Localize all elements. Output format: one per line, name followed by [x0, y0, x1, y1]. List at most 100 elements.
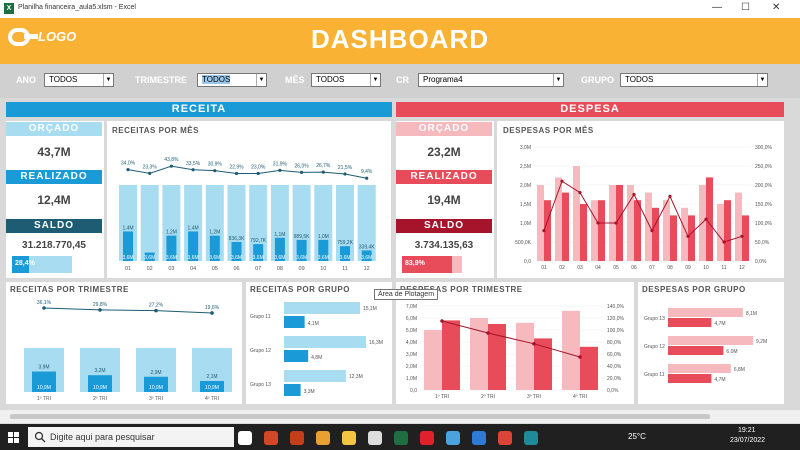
pct-point [542, 229, 546, 233]
x-tick-label: 4º TRI [573, 394, 587, 400]
realizado-label: 4,7M [714, 377, 725, 383]
pct-label: 21,5% [338, 165, 353, 171]
powerpoint-icon[interactable] [290, 431, 304, 445]
pct-point [740, 234, 744, 238]
filter-cr-select[interactable]: Programa4 ▼ [418, 73, 564, 87]
realizado-bar [634, 200, 641, 261]
pct-point [578, 191, 582, 195]
x-tick-label: 01 [125, 266, 131, 272]
file-icon[interactable] [316, 431, 330, 445]
excel-icon[interactable] [394, 431, 408, 445]
horizontal-scrollbar[interactable] [0, 410, 800, 423]
x-tick-label: 02 [147, 266, 153, 272]
chevron-down-icon: ▼ [757, 74, 767, 86]
realizado-bar [670, 215, 677, 261]
x-tick-label: 07 [649, 265, 655, 271]
chevron-down-icon: ▼ [370, 74, 380, 86]
x-tick-label: 09 [299, 266, 305, 272]
realizado-label: 2,1M [206, 374, 217, 380]
orcado-bar [424, 330, 442, 390]
minimize-button[interactable]: — [712, 2, 722, 13]
pct-point [486, 331, 490, 335]
despesa-progress-fill [402, 256, 453, 273]
browser-icon[interactable] [472, 431, 486, 445]
orcado-bar [249, 185, 268, 261]
folder-icon[interactable] [342, 431, 356, 445]
orcado-bar [591, 200, 598, 261]
receitas-grupo-chart: Grupo 11 15,1M 4,1M Grupo 12 16,3M 4,8M Grupo … [250, 302, 383, 396]
x-tick-label: 06 [631, 265, 637, 271]
close-button[interactable]: ✕ [772, 2, 781, 13]
receitas-grupo-title: RECEITAS POR GRUPO [250, 285, 350, 294]
realizado-bar [742, 215, 749, 261]
despesas-tri-title: DESPESAS POR TRIMESTRE [400, 285, 523, 294]
x-tick-label: 06 [233, 266, 239, 272]
orcado-bar [717, 204, 724, 261]
realizado-bar [166, 235, 177, 261]
y-tick-label: 3,0M [406, 352, 417, 358]
camera-icon[interactable] [368, 431, 382, 445]
realizado-bar [274, 237, 285, 261]
realizado-bar [598, 200, 605, 261]
y2-tick-label: 250,0% [755, 164, 773, 170]
pct-label: 22,9% [229, 164, 244, 170]
task-view-icon[interactable] [238, 431, 252, 445]
windows-start-icon[interactable] [8, 431, 20, 443]
powerpoint-icon[interactable] [264, 431, 278, 445]
bar-label: 3,6M [318, 255, 329, 261]
realizado-bar [361, 250, 372, 261]
x-tick-label: 08 [667, 265, 673, 271]
realizado-bar [668, 346, 724, 355]
weather-temp: 25°C [628, 432, 646, 441]
receita-realizado-value: 12,4M [37, 193, 71, 207]
orcado-bar [357, 185, 376, 261]
orcado-bar [668, 336, 753, 345]
filter-ano-select[interactable]: TODOS ▼ [44, 73, 114, 87]
pct-point [234, 171, 239, 176]
realizado-bar [706, 177, 713, 261]
y2-tick-label: 80,0% [607, 340, 622, 346]
chart-tooltip: Área de Plotagem [374, 289, 439, 300]
paint-icon[interactable] [446, 431, 460, 445]
realizado-bar [340, 246, 350, 261]
chrome-icon[interactable] [498, 431, 512, 445]
x-tick-label: 12 [739, 265, 745, 271]
filter-mes-select[interactable]: TODOS ▼ [311, 73, 381, 87]
opera-icon[interactable] [420, 431, 434, 445]
y-tick-label: 0,0 [524, 259, 531, 265]
x-tick-label: 1º TRI [37, 396, 51, 402]
y2-tick-label: 0,0% [755, 259, 767, 265]
realizado-bar [616, 185, 623, 261]
taskbar-search-input[interactable]: Digite aqui para pesquisar [28, 427, 234, 447]
pct-point [632, 192, 636, 197]
pct-line [441, 320, 581, 358]
maximize-button[interactable]: ☐ [741, 2, 750, 13]
pct-label: 27,2% [149, 303, 164, 309]
despesa-section-header: DESPESA [396, 102, 784, 117]
y2-tick-label: 150,0% [755, 202, 773, 208]
filter-trimestre-select[interactable]: TODOS ▼ [197, 73, 267, 87]
y2-tick-label: 0,0% [607, 388, 619, 394]
x-tick-label: 1º TRI [435, 394, 449, 400]
pct-point [154, 308, 158, 313]
realizado-bar [200, 380, 224, 392]
orcado-bar [284, 336, 366, 348]
y-tick-label: 3,0M [520, 145, 531, 151]
realizado-bar [284, 350, 309, 362]
realizado-label: 759,2K [337, 240, 354, 246]
despesa-realizado-label: REALIZADO [396, 170, 492, 184]
y-tick-label: 1,5M [520, 202, 531, 208]
pct-label: 23,3% [143, 164, 158, 170]
pct-label: 26,0% [295, 163, 310, 169]
realizado-label: 339,4K [359, 244, 376, 250]
y-tick-label: Grupo 11 [644, 372, 665, 378]
excel-icon: X [4, 3, 14, 14]
orcado-bar [140, 185, 159, 261]
despesa-saldo-value: 3.734.135,63 [414, 240, 474, 251]
filter-grupo-select[interactable]: TODOS ▼ [620, 73, 768, 87]
x-tick-label: 05 [212, 266, 218, 272]
pct-label: 23,0% [251, 164, 266, 170]
app-icon[interactable] [524, 431, 538, 445]
scrollbar-thumb[interactable] [10, 414, 710, 419]
despesas-tri-chart: 0,0 0,0% 1,0M 20,0% 2,0M 40,0% 3,0M 60,0% 4,0M 80… [406, 304, 625, 400]
